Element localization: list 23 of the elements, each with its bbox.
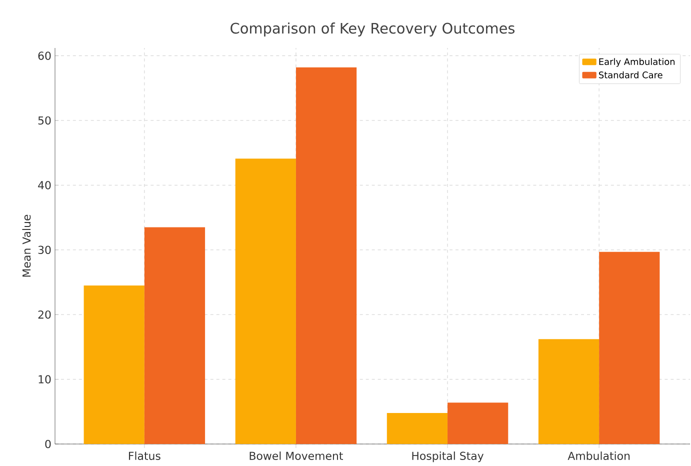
y-axis-title: Mean Value	[22, 214, 31, 277]
bar	[599, 252, 660, 444]
y-tick-label: 40	[38, 181, 51, 190]
y-tick-label: 10	[38, 375, 51, 384]
y-tick-label: 30	[38, 246, 51, 254]
bar	[296, 67, 357, 444]
legend-label: Early Ambulation	[599, 58, 675, 67]
y-tick-label: 0	[45, 440, 51, 448]
bar	[538, 339, 600, 444]
bar	[386, 412, 448, 444]
bar	[448, 402, 508, 444]
x-tick-label: Hospital Stay	[412, 452, 484, 462]
y-tick-label: 20	[38, 310, 51, 319]
x-tick-label: Flatus	[128, 452, 160, 460]
chart-title: Comparison of Key Recovery Outcomes	[230, 22, 515, 36]
bar	[144, 227, 206, 444]
bar	[235, 158, 296, 444]
y-tick-label: 50	[38, 116, 51, 125]
legend-label: Standard Care	[599, 71, 662, 78]
x-tick-label: Bowel Movement	[250, 452, 343, 460]
x-tick-label: Ambulation	[568, 452, 630, 460]
bar	[84, 285, 144, 444]
y-tick-label: 60	[38, 52, 51, 60]
